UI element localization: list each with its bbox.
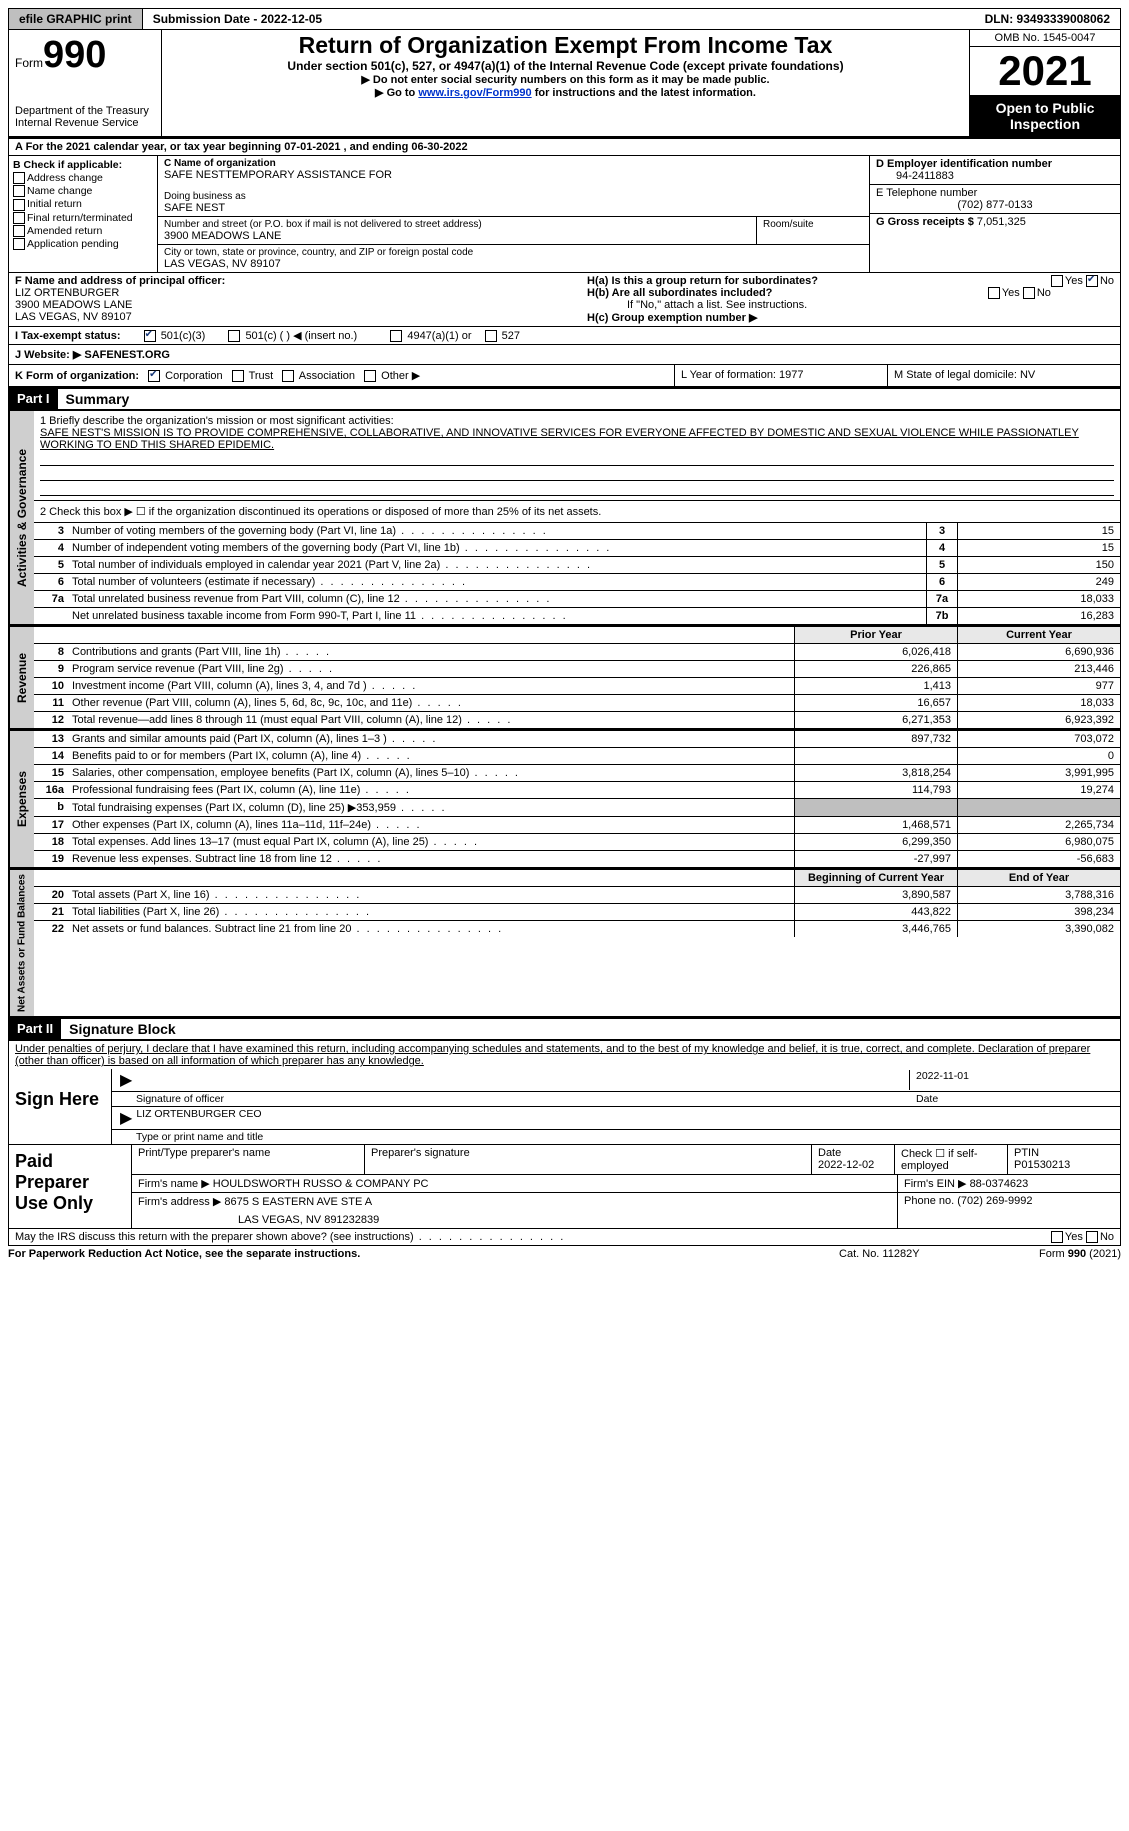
gross-receipts: 7,051,325: [977, 216, 1026, 228]
dept-label: Department of the Treasury Internal Reve…: [15, 105, 155, 129]
side-netassets: Net Assets or Fund Balances: [9, 870, 34, 1016]
submission-date: Submission Date - 2022-12-05: [143, 9, 975, 29]
form-title: Return of Organization Exempt From Incom…: [168, 32, 963, 59]
cb-corporation[interactable]: [148, 370, 160, 382]
cb-4947[interactable]: [390, 330, 402, 342]
discuss-row: May the IRS discuss this return with the…: [8, 1229, 1121, 1246]
part2-header: Part II Signature Block: [8, 1019, 1121, 1041]
table-row: 8 Contributions and grants (Part VIII, l…: [34, 644, 1120, 661]
cb-discuss-no[interactable]: [1086, 1231, 1098, 1243]
col-headers2: Beginning of Current Year End of Year: [34, 870, 1120, 887]
col-d-ein: D Employer identification number 94-2411…: [869, 156, 1120, 272]
dba-name: SAFE NEST: [164, 202, 863, 214]
table-row: 7a Total unrelated business revenue from…: [34, 591, 1120, 608]
table-row: 4 Number of independent voting members o…: [34, 540, 1120, 557]
table-row: 5 Total number of individuals employed i…: [34, 557, 1120, 574]
section-b-c-d: B Check if applicable: Address change Na…: [8, 156, 1121, 272]
penalty-statement: Under penalties of perjury, I declare th…: [8, 1041, 1121, 1069]
officer-name: LIZ ORTENBURGER: [15, 287, 575, 299]
row-klm: K Form of organization: Corporation Trus…: [8, 365, 1121, 389]
footer-line: For Paperwork Reduction Act Notice, see …: [8, 1248, 1121, 1260]
cb-discuss-yes[interactable]: [1051, 1231, 1063, 1243]
topbar: efile GRAPHIC print Submission Date - 20…: [8, 8, 1121, 30]
cb-hb-yes[interactable]: [988, 287, 1000, 299]
q2-checkbox: 2 Check this box ▶ ☐ if the organization…: [34, 501, 1120, 523]
cb-501c[interactable]: [228, 330, 240, 342]
table-row: 16a Professional fundraising fees (Part …: [34, 782, 1120, 799]
irs-link[interactable]: www.irs.gov/Form990: [418, 87, 531, 99]
phone-value: (702) 877-0133: [876, 199, 1114, 211]
cb-initial-return[interactable]: [13, 199, 25, 211]
cb-trust[interactable]: [232, 370, 244, 382]
cb-ha-yes[interactable]: [1051, 275, 1063, 287]
efile-print-button[interactable]: efile GRAPHIC print: [9, 9, 143, 29]
cb-hb-no[interactable]: [1023, 287, 1035, 299]
q1-mission: 1 Briefly describe the organization's mi…: [34, 411, 1120, 501]
col-b-checkboxes: B Check if applicable: Address change Na…: [9, 156, 158, 272]
cb-association[interactable]: [282, 370, 294, 382]
tax-year: 2021: [970, 47, 1120, 96]
side-revenue: Revenue: [9, 627, 34, 728]
cb-501c3[interactable]: [144, 330, 156, 342]
side-governance: Activities & Governance: [9, 411, 34, 624]
table-row: b Total fundraising expenses (Part IX, c…: [34, 799, 1120, 817]
table-row: 18 Total expenses. Add lines 13–17 (must…: [34, 834, 1120, 851]
org-name: SAFE NESTTEMPORARY ASSISTANCE FOR: [164, 169, 863, 181]
year-formation: L Year of formation: 1977: [674, 365, 887, 386]
netassets-table: Net Assets or Fund Balances Beginning of…: [8, 870, 1121, 1019]
note-link: ▶ Go to www.irs.gov/Form990 for instruct…: [168, 86, 963, 99]
col-headers: Prior Year Current Year: [34, 627, 1120, 644]
col-c-org-info: C Name of organization SAFE NESTTEMPORAR…: [158, 156, 869, 272]
table-row: 21 Total liabilities (Part X, line 26) 4…: [34, 904, 1120, 921]
form-ref: Form 990 (2021): [1039, 1248, 1121, 1260]
row-j-website: J Website: ▶ SAFENEST.ORG: [8, 344, 1121, 365]
table-row: 15 Salaries, other compensation, employe…: [34, 765, 1120, 782]
cb-amended-return[interactable]: [13, 225, 25, 237]
form-number: Form990: [15, 34, 155, 77]
table-row: 6 Total number of volunteers (estimate i…: [34, 574, 1120, 591]
cb-other[interactable]: [364, 370, 376, 382]
signature-block: Sign Here ▶2022-11-01 Signature of offic…: [8, 1069, 1121, 1144]
cb-application-pending[interactable]: [13, 238, 25, 250]
row-i-tax-status: I Tax-exempt status: 501(c)(3) 501(c) ( …: [8, 326, 1121, 344]
form-header: Form990 Department of the Treasury Inter…: [8, 30, 1121, 139]
table-row: 17 Other expenses (Part IX, column (A), …: [34, 817, 1120, 834]
row-f-h: F Name and address of principal officer:…: [8, 272, 1121, 326]
table-row: 11 Other revenue (Part VIII, column (A),…: [34, 695, 1120, 712]
cb-address-change[interactable]: [13, 172, 25, 184]
street-address: 3900 MEADOWS LANE: [164, 230, 750, 242]
cb-final-return[interactable]: [13, 212, 25, 224]
dln-number: DLN: 93493339008062: [975, 9, 1120, 29]
table-row: 9 Program service revenue (Part VIII, li…: [34, 661, 1120, 678]
table-row: 20 Total assets (Part X, line 16) 3,890,…: [34, 887, 1120, 904]
governance-table: Activities & Governance 1 Briefly descri…: [8, 411, 1121, 627]
part1-header: Part I Summary: [8, 389, 1121, 411]
ein-value: 94-2411883: [876, 170, 1114, 182]
table-row: 22 Net assets or fund balances. Subtract…: [34, 921, 1120, 937]
state-domicile: M State of legal domicile: NV: [887, 365, 1120, 386]
table-row: 19 Revenue less expenses. Subtract line …: [34, 851, 1120, 867]
cb-ha-no[interactable]: [1086, 275, 1098, 287]
open-inspection: Open to Public Inspection: [970, 96, 1120, 136]
table-row: 3 Number of voting members of the govern…: [34, 523, 1120, 540]
omb-number: OMB No. 1545-0047: [970, 30, 1120, 47]
row-a-tax-year: A For the 2021 calendar year, or tax yea…: [8, 139, 1121, 156]
expenses-table: Expenses 13 Grants and similar amounts p…: [8, 731, 1121, 870]
website-value: SAFENEST.ORG: [84, 349, 170, 361]
firm-name: HOULDSWORTH RUSSO & COMPANY PC: [213, 1178, 429, 1190]
paid-preparer: Paid Preparer Use Only Print/Type prepar…: [8, 1144, 1121, 1229]
form-subtitle: Under section 501(c), 527, or 4947(a)(1)…: [168, 59, 963, 73]
table-row: Net unrelated business taxable income fr…: [34, 608, 1120, 624]
table-row: 10 Investment income (Part VIII, column …: [34, 678, 1120, 695]
city-state-zip: LAS VEGAS, NV 89107: [164, 258, 863, 270]
note-ssn: ▶ Do not enter social security numbers o…: [168, 73, 963, 86]
cb-527[interactable]: [485, 330, 497, 342]
table-row: 13 Grants and similar amounts paid (Part…: [34, 731, 1120, 748]
table-row: 12 Total revenue—add lines 8 through 11 …: [34, 712, 1120, 728]
side-expenses: Expenses: [9, 731, 34, 867]
cb-name-change[interactable]: [13, 185, 25, 197]
table-row: 14 Benefits paid to or for members (Part…: [34, 748, 1120, 765]
revenue-table: Revenue Prior Year Current Year 8 Contri…: [8, 627, 1121, 731]
